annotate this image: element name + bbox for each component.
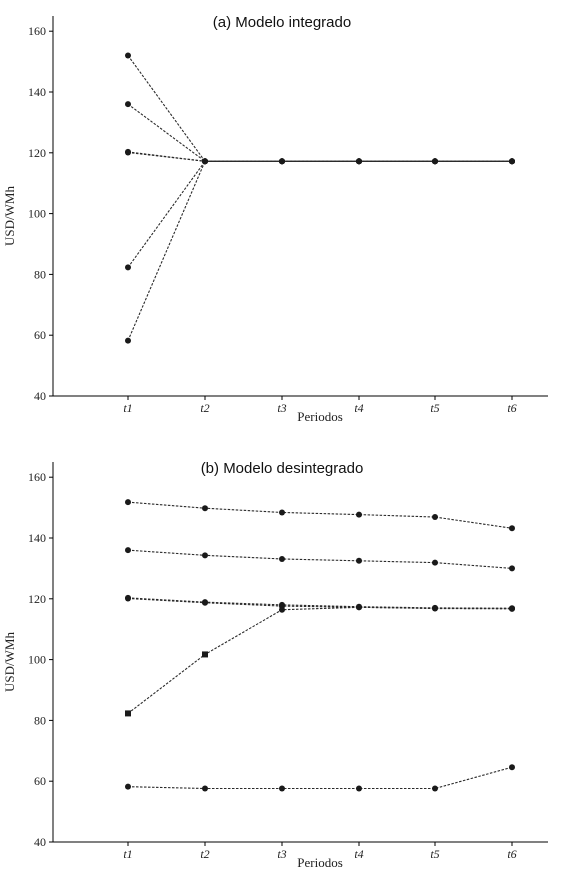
- panel-a-y-tick-label: 40: [34, 389, 46, 403]
- panel-b-data-point: [432, 785, 438, 792]
- panel-b-data-point: [125, 547, 131, 554]
- panel-b-data-point: [279, 606, 285, 613]
- panel-b-data-point: [509, 565, 515, 572]
- panel-b-data-point: [356, 604, 362, 611]
- panel-a-series-3: [125, 148, 515, 165]
- panel-a-data-point: [125, 149, 131, 156]
- panel-b-series-1: [125, 499, 515, 532]
- panel-a-series-line: [127, 151, 512, 162]
- panel-a-x-axis-title: Periodos: [297, 409, 343, 424]
- panel-b-series-line: [127, 501, 513, 529]
- panel-b-y-axis-title: USD/WMh: [2, 632, 17, 692]
- panel-a-series-line: [127, 55, 512, 162]
- panel-a-x-tick-label: t6: [507, 401, 516, 415]
- panel-b-data-point: [432, 514, 438, 521]
- panel-a-series-4: [125, 149, 515, 165]
- panel-b-data-point: [125, 783, 131, 790]
- panel-b-y-tick-label: 40: [34, 835, 46, 849]
- panel-b-x-tick-label: t6: [507, 847, 516, 861]
- panel-b-data-point: [432, 605, 438, 612]
- panel-b-data-point: [356, 785, 362, 792]
- panel-b-data-point: [356, 511, 362, 518]
- panel-b-x-tick-label: t3: [277, 847, 286, 861]
- panel-b-series-line: [127, 606, 513, 714]
- panel-a-x-tick-label: t3: [277, 401, 286, 415]
- panel-b-data-point: [356, 557, 362, 564]
- panel-a-y-tick-label: 140: [28, 85, 46, 99]
- panel-a-y-tick-label: 160: [28, 24, 46, 38]
- panel-a-data-point: [125, 101, 131, 108]
- panel-b-data-point: [202, 505, 208, 512]
- panel-b-data-point: [279, 785, 285, 792]
- panel-a-integrated-model: (a) Modelo integrado Periodos USD/WMh 40…: [2, 14, 548, 424]
- panel-a-data-point: [125, 264, 131, 271]
- panel-b-x-tick-label: t1: [123, 847, 132, 861]
- panel-b-x-tick-label: t4: [354, 847, 363, 861]
- panel-b-series-line: [127, 766, 513, 790]
- panel-a-series-line: [127, 151, 512, 162]
- panel-b-y-tick-label: 140: [28, 531, 46, 545]
- panel-a-y-tick-label: 60: [34, 328, 46, 342]
- panel-b-title: (b) Modelo desintegrado: [201, 460, 364, 477]
- panel-a-series-line: [127, 103, 512, 162]
- panel-b-data-point: [509, 605, 515, 612]
- panel-a-y-tick-label: 120: [28, 146, 46, 160]
- panel-a-x-tick-label: t4: [354, 401, 363, 415]
- panel-b-data-point: [125, 595, 131, 602]
- panel-b-data-point: [202, 599, 208, 606]
- panel-a-y-axis-title: USD/WMh: [2, 186, 17, 246]
- panel-b-disintegrated-model: (b) Modelo desintegrado Periodos USD/WMh…: [2, 460, 548, 870]
- panel-a-data-point: [125, 337, 131, 344]
- panel-b-y-tick-label: 100: [28, 653, 46, 667]
- panel-b-x-axis-title: Periodos: [297, 855, 343, 870]
- panel-a-x-tick-label: t2: [200, 401, 209, 415]
- panel-a-series-line: [127, 160, 512, 341]
- panel-a-data-point: [125, 52, 131, 59]
- panel-a-data-point: [432, 158, 438, 165]
- panel-a-series-line: [127, 160, 512, 268]
- panel-b-data-point: [125, 499, 131, 506]
- panel-a-series-2: [125, 101, 515, 165]
- panel-b-x-tick-label: t5: [430, 847, 439, 861]
- panel-b-data-point: [202, 552, 208, 559]
- panel-b-data-point: [202, 651, 208, 658]
- panel-b-data-point: [509, 764, 515, 771]
- panel-b-data-point: [125, 710, 131, 717]
- panel-b-series-6: [125, 764, 515, 792]
- panel-b-y-tick-label: 160: [28, 470, 46, 484]
- panel-a-y-tick-label: 100: [28, 207, 46, 221]
- panel-a-y-tick-label: 80: [34, 267, 46, 281]
- panel-b-y-tick-label: 80: [34, 713, 46, 727]
- panel-b-data-point: [202, 785, 208, 792]
- panel-b-data-point: [279, 555, 285, 562]
- panel-b-series-2: [125, 547, 515, 572]
- panel-a-data-point: [356, 158, 362, 165]
- panel-a-data-point: [202, 158, 208, 165]
- panel-b-y-tick-label: 120: [28, 592, 46, 606]
- panel-b-series-line: [127, 549, 513, 569]
- panel-b-data-point: [279, 509, 285, 516]
- panel-a-x-tick-label: t1: [123, 401, 132, 415]
- panel-b-series-line: [127, 597, 513, 609]
- panel-a-title: (a) Modelo integrado: [213, 14, 351, 31]
- panel-b-data-point: [432, 559, 438, 566]
- panel-a-x-tick-label: t5: [430, 401, 439, 415]
- panel-b-data-point: [509, 525, 515, 532]
- panel-b-y-tick-label: 60: [34, 774, 46, 788]
- panel-b-series-5: [125, 604, 515, 717]
- panel-a-data-point: [509, 158, 515, 165]
- panel-b-series-4: [125, 595, 515, 612]
- panel-b-x-tick-label: t2: [200, 847, 209, 861]
- panel-b-series-line: [127, 597, 513, 610]
- panel-a-series-1: [125, 52, 515, 165]
- panel-a-data-point: [279, 158, 285, 165]
- panel-a-series-6: [125, 158, 515, 344]
- panel-a-series-5: [125, 158, 515, 271]
